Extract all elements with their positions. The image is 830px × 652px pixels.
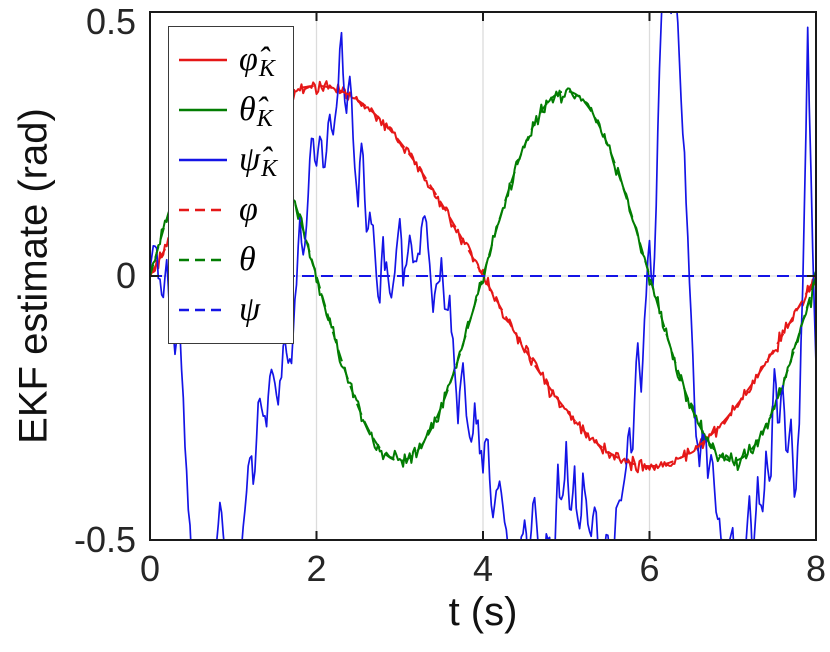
legend-line-sample-dashed xyxy=(179,308,227,312)
x-tick-label: 2 xyxy=(306,548,327,589)
legend-label: θ̂ xyxy=(239,91,256,128)
legend-line-sample-solid xyxy=(179,58,227,62)
legend-line-sample-dashed xyxy=(179,208,227,212)
legend-label-subscript: K xyxy=(261,155,278,182)
legend-label: ψ̂ xyxy=(239,141,261,178)
legend-label-subscript: K xyxy=(256,105,273,132)
legend-entry: φ xyxy=(179,185,277,235)
x-tick-label: 6 xyxy=(639,548,660,589)
legend-entry: θ xyxy=(179,235,277,285)
x-tick-label: 0 xyxy=(139,548,161,589)
x-tick-label: 8 xyxy=(805,548,827,589)
legend-entry: ψ̂ K xyxy=(179,135,277,185)
legend-line-sample-solid xyxy=(179,108,227,112)
legend-line-sample-dashed xyxy=(179,258,227,262)
x-tick-label: 4 xyxy=(472,548,494,589)
legend-label: φ xyxy=(239,191,258,228)
axes xyxy=(149,11,817,541)
legend-label: θ xyxy=(239,241,256,278)
legend-entry: ψ xyxy=(179,285,277,335)
legend-label: φ̂ xyxy=(239,41,258,78)
x-axis-label: t (s) xyxy=(448,590,518,634)
y-tick-label: 0.5 xyxy=(85,1,136,42)
y-tick-label: -0.5 xyxy=(73,519,136,560)
legend-entry: θ̂ K xyxy=(179,85,277,135)
legend-entry: φ̂ K xyxy=(179,35,277,85)
legend-line-sample-solid xyxy=(179,158,227,162)
legend-label-subscript: K xyxy=(258,55,275,82)
y-tick-label: 0 xyxy=(115,255,136,296)
legend-label: ψ xyxy=(239,291,261,328)
